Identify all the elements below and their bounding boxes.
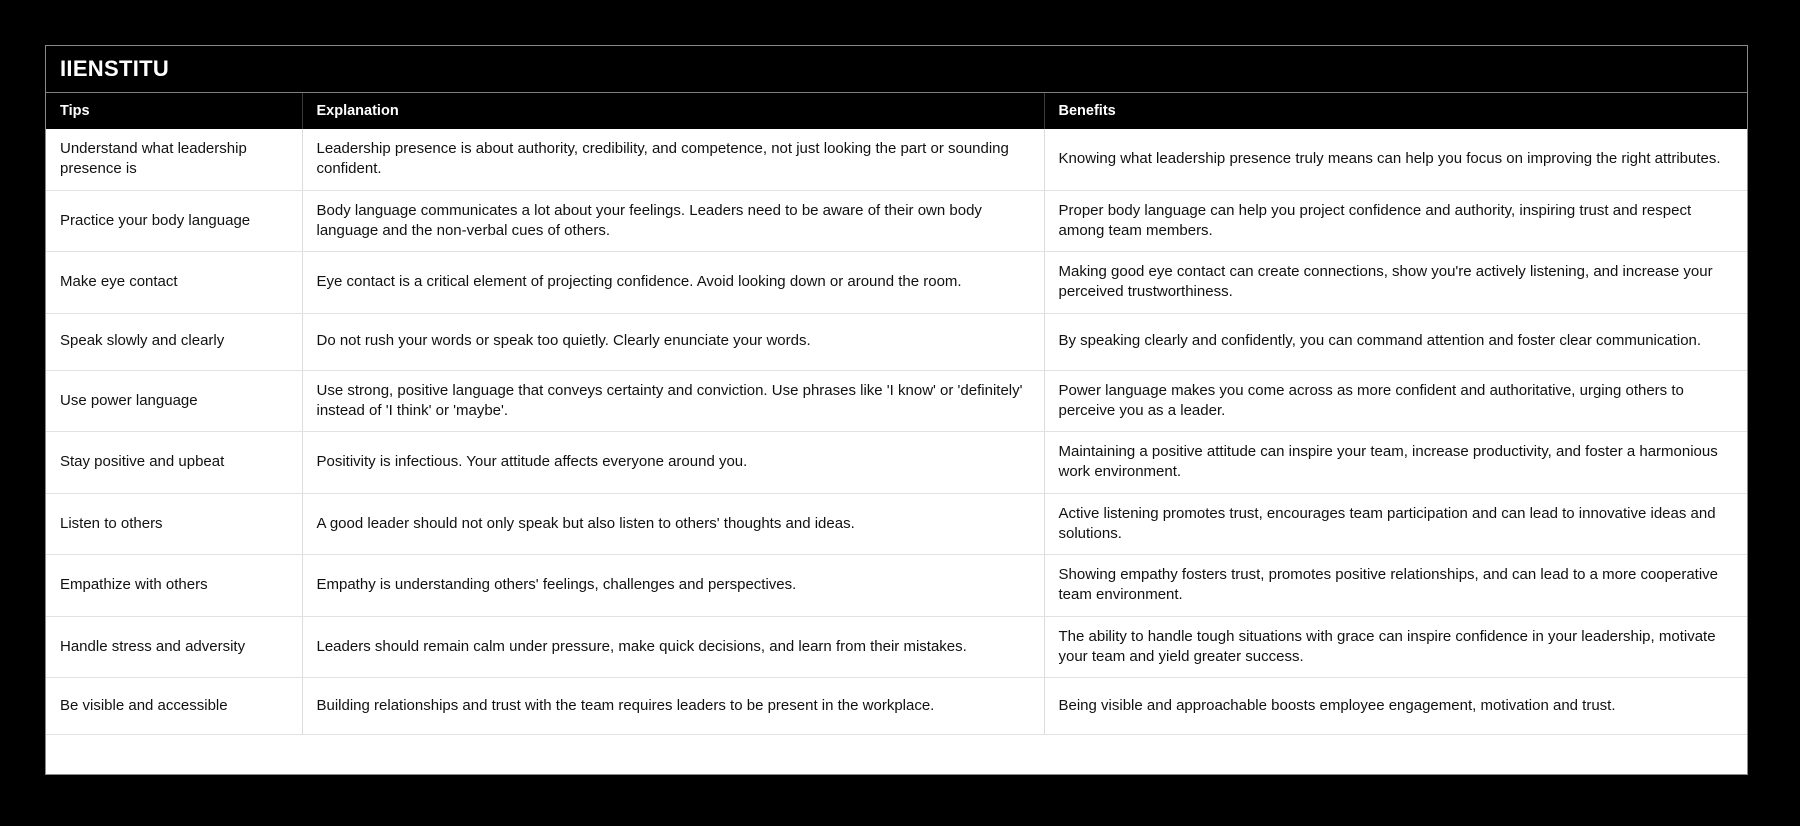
cell-benefits: Active listening promotes trust, encoura… — [1044, 493, 1747, 555]
table-row: Practice your body language Body languag… — [46, 190, 1747, 252]
cell-explanation: Use strong, positive language that conve… — [302, 370, 1045, 432]
cell-tips: Stay positive and upbeat — [46, 431, 303, 494]
table-row: Handle stress and adversity Leaders shou… — [46, 616, 1747, 678]
table-row: Use power language Use strong, positive … — [46, 370, 1747, 432]
cell-benefits: Showing empathy fosters trust, promotes … — [1044, 554, 1747, 617]
cell-explanation: Building relationships and trust with th… — [302, 677, 1045, 735]
cell-tips: Listen to others — [46, 493, 303, 555]
cell-tips: Understand what leadership presence is — [46, 129, 303, 191]
cell-explanation: Leaders should remain calm under pressur… — [302, 616, 1045, 678]
table-header: Tips Explanation Benefits — [46, 93, 1747, 129]
brand-header: IIENSTITU — [46, 46, 1747, 93]
table-row: Empathize with others Empathy is underst… — [46, 554, 1747, 617]
cell-benefits: The ability to handle tough situations w… — [1044, 616, 1747, 678]
cell-explanation: Body language communicates a lot about y… — [302, 190, 1045, 252]
cell-explanation: A good leader should not only speak but … — [302, 493, 1045, 555]
cell-tips: Be visible and accessible — [46, 677, 303, 735]
cell-benefits: Making good eye contact can create conne… — [1044, 251, 1747, 314]
cell-benefits: Power language makes you come across as … — [1044, 370, 1747, 432]
cell-benefits: Being visible and approachable boosts em… — [1044, 677, 1747, 735]
cell-benefits: Proper body language can help you projec… — [1044, 190, 1747, 252]
tips-table-card: IIENSTITU Tips Explanation Benefits Unde… — [45, 45, 1748, 775]
cell-tips: Handle stress and adversity — [46, 616, 303, 678]
column-header-tips[interactable]: Tips — [46, 93, 303, 129]
leadership-presence-tips-table: Tips Explanation Benefits Understand wha… — [46, 93, 1747, 735]
cell-tips: Speak slowly and clearly — [46, 313, 303, 371]
table-row: Understand what leadership presence is L… — [46, 129, 1747, 191]
cell-tips: Make eye contact — [46, 251, 303, 314]
table-body: Understand what leadership presence is L… — [46, 129, 1747, 735]
cell-benefits: By speaking clearly and confidently, you… — [1044, 313, 1747, 371]
cell-benefits: Maintaining a positive attitude can insp… — [1044, 431, 1747, 494]
cell-benefits: Knowing what leadership presence truly m… — [1044, 129, 1747, 191]
table-header-row: Tips Explanation Benefits — [46, 93, 1747, 129]
cell-explanation: Eye contact is a critical element of pro… — [302, 251, 1045, 314]
cell-explanation: Do not rush your words or speak too quie… — [302, 313, 1045, 371]
cell-explanation: Empathy is understanding others' feeling… — [302, 554, 1045, 617]
cell-explanation: Leadership presence is about authority, … — [302, 129, 1045, 191]
cell-tips: Empathize with others — [46, 554, 303, 617]
table-row: Listen to others A good leader should no… — [46, 493, 1747, 555]
column-header-explanation[interactable]: Explanation — [302, 93, 1045, 129]
cell-tips: Practice your body language — [46, 190, 303, 252]
cell-tips: Use power language — [46, 370, 303, 432]
column-header-benefits[interactable]: Benefits — [1044, 93, 1747, 129]
table-row: Make eye contact Eye contact is a critic… — [46, 251, 1747, 314]
table-row: Stay positive and upbeat Positivity is i… — [46, 431, 1747, 494]
table-row: Speak slowly and clearly Do not rush you… — [46, 313, 1747, 371]
cell-explanation: Positivity is infectious. Your attitude … — [302, 431, 1045, 494]
brand-logo-text: IIENSTITU — [60, 56, 170, 81]
table-row: Be visible and accessible Building relat… — [46, 677, 1747, 735]
